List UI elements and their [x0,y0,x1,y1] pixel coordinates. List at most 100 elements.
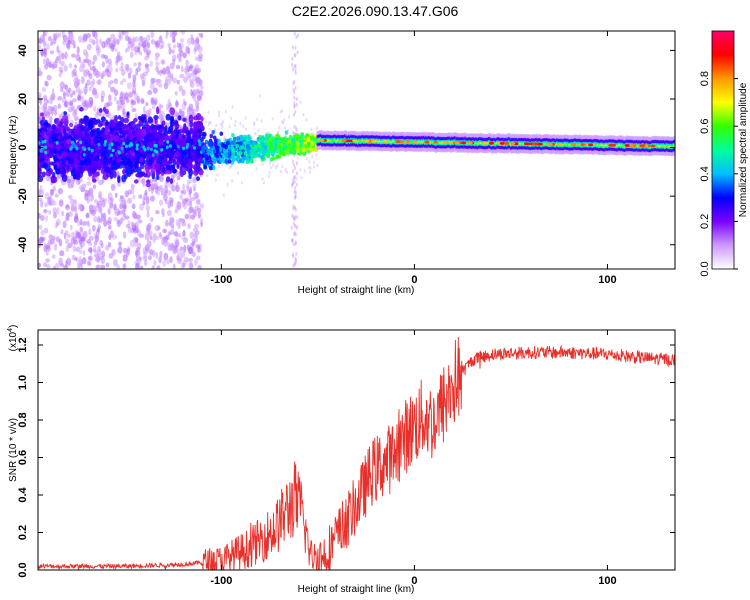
spectrogram-cell [67,178,72,184]
spectrogram-cell [165,176,171,183]
spectrogram-cell [194,192,200,200]
spectrogram-cell [182,262,186,269]
spectrogram-cell [175,205,179,212]
spectrogram-cell [57,32,62,38]
spectrogram-cell [44,202,49,208]
spectrogram-cell [44,145,48,149]
spectrogram-cell [78,249,83,255]
spectrogram-cell [55,236,61,243]
spectrogram-cell [288,115,291,119]
spectrogram-cell [240,145,245,150]
spectrogram-cell [100,242,104,249]
spectrogram-cell [174,248,178,254]
spectrogram-cell [187,158,193,166]
spectrogram-cell [152,237,156,243]
spectrogram-cell [38,44,42,50]
spectrogram-cell [108,62,113,67]
spectrogram-cell [117,150,121,155]
spectrogram-cell [114,135,120,142]
spectrogram-cell [289,150,293,155]
spectrogram-cell [149,60,154,67]
spectrogram-cell [122,263,126,269]
spectrogram-cell [70,130,75,135]
spectrogram-cell [113,216,118,221]
spectrogram-cell [142,179,146,188]
spectrogram-cell [120,99,126,106]
spectrogram-cell [38,67,41,74]
spectrogram-cell [158,35,163,43]
spectrogram-cell [157,157,163,163]
spectrogram-cell [219,131,224,136]
spectrogram-cell [294,256,297,261]
spectrogram-cell [166,170,172,175]
spectrogram-cell [135,226,140,233]
spectrogram-cell [188,103,194,111]
spectrogram-cell [295,162,298,166]
spectrogram-cell [93,119,99,126]
spectrogram-cell [184,70,189,76]
spectrogram-cell [191,241,196,247]
spectrogram-cell [122,141,126,146]
spectrogram-cell [179,155,185,163]
spectrogram-cell [186,109,192,116]
spectrogram-cell [92,87,96,95]
spectrogram-cell [158,102,162,111]
spectrogram-cell [256,147,261,152]
spectrogram-cell [176,42,181,48]
spectrogram-cell [183,244,187,253]
spectrogram-cell [155,251,159,260]
spectrogram-cell [302,112,305,117]
spectrogram-cell [140,116,147,123]
spectrogram-cell [92,216,99,223]
spectrogram-cell [179,246,184,251]
spectrogram-cell [209,166,213,171]
spectrogram-cell [69,147,73,151]
spectrogram-cell [309,166,312,170]
spectrogram-cell [110,130,116,135]
spectrogram-cell [47,105,52,110]
spectrogram-cell [132,194,136,200]
spectrogram-cell [67,233,71,238]
spectrogram-cell [39,112,45,117]
spectrogram-cell [137,219,143,224]
spectrogram-cell [38,197,43,202]
spectrogram-cell [125,144,128,149]
spectrogram-cell [313,137,318,142]
spectrogram-cell [56,174,61,179]
spectrogram-cell [44,81,49,87]
spectrogram-cell [117,175,121,184]
spectrogram-cell [156,266,160,269]
spectrogram-cell [249,158,254,163]
spectrogram-cell [131,222,136,228]
spectrogram-cell [295,160,298,165]
spectrogram-cell [300,175,303,180]
spectrogram-cell [73,43,76,49]
spectrogram-cell [165,219,169,227]
spectrogram-cell [224,159,229,164]
spectrogram-cell [92,60,95,65]
spectrogram-cell [48,169,53,175]
spectrogram-cell [164,125,168,132]
spectrogram-cell [172,168,178,174]
spectrogram-cell [86,197,91,204]
spectrogram-cell [169,199,174,208]
spectrogram-cell [295,102,298,107]
spectrogram-cell [60,87,64,92]
spectrogram-cell [313,160,315,165]
spectrogram-cell [108,143,112,147]
spectrogram-cell [187,223,191,230]
spectrogram-cell [88,235,94,241]
spectrogram-cell [59,250,65,257]
spectrogram-cell [52,207,58,215]
spectrogram-cell [174,237,180,246]
spectrogram-cell [280,143,284,148]
spectrogram-cell [107,65,113,74]
spectrogram-cell [93,244,97,251]
spectrogram-cell [155,235,160,240]
spectrogram-cell [93,105,97,113]
spectrogram-cell [122,156,128,163]
spectrogram-cell [123,117,129,124]
spectrogram-cell [232,140,237,146]
spectrogram-cell [211,156,215,161]
spectrogram-cell [147,159,153,167]
